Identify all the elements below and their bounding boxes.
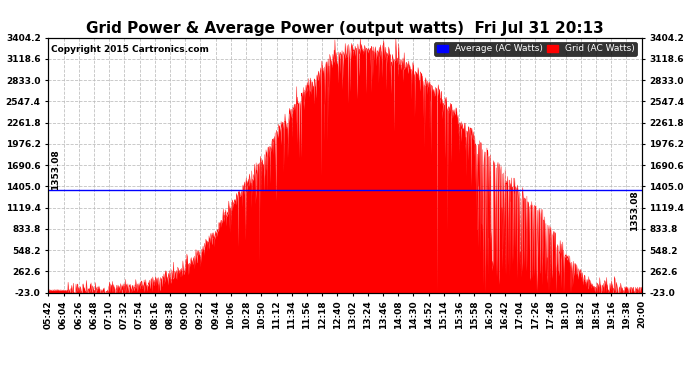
Text: 1353.08: 1353.08	[51, 149, 60, 190]
Text: Copyright 2015 Cartronics.com: Copyright 2015 Cartronics.com	[51, 45, 209, 54]
Text: 1353.08: 1353.08	[630, 190, 639, 231]
Title: Grid Power & Average Power (output watts)  Fri Jul 31 20:13: Grid Power & Average Power (output watts…	[86, 21, 604, 36]
Legend: Average (AC Watts), Grid (AC Watts): Average (AC Watts), Grid (AC Watts)	[435, 42, 637, 56]
